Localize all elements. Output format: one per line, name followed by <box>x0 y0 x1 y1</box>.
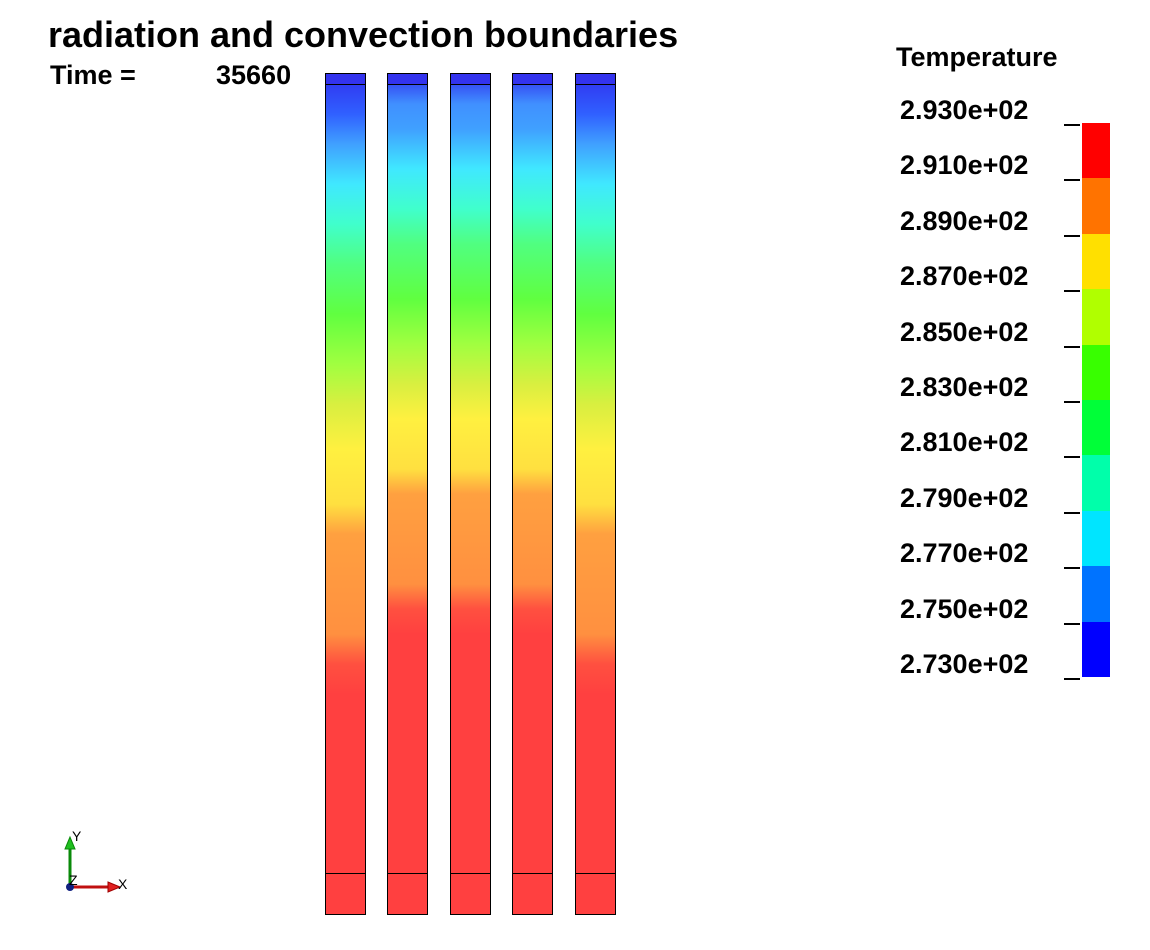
time-label: Time = <box>50 60 136 90</box>
legend-swatch <box>1082 233 1110 290</box>
x-axis-label: X <box>118 876 128 892</box>
legend-label: 2.910e+02 <box>900 150 1029 181</box>
legend-color-bar <box>1082 123 1110 677</box>
legend-swatch <box>1082 399 1110 456</box>
legend-label: 2.850e+02 <box>900 316 1029 347</box>
column-bottom-foot <box>576 873 615 914</box>
legend-swatch <box>1082 344 1110 400</box>
legend-tick <box>1064 179 1080 182</box>
column-bottom-foot <box>326 873 365 914</box>
axis-triad-icon: Y Z X <box>64 828 128 893</box>
legend-swatch <box>1082 455 1110 511</box>
column-top-cap <box>326 74 365 85</box>
column-2 <box>387 73 428 915</box>
z-axis-origin <box>66 883 74 891</box>
legend-label: 2.730e+02 <box>900 649 1029 679</box>
column-bottom-foot <box>451 873 490 914</box>
legend-tick <box>1064 290 1080 293</box>
time-value: 35660 <box>216 60 292 90</box>
legend-label: 2.870e+02 <box>900 261 1029 292</box>
legend-swatch <box>1082 289 1110 345</box>
legend-swatch <box>1082 178 1110 234</box>
legend-swatch <box>1082 566 1110 622</box>
legend-swatch <box>1082 510 1110 567</box>
legend-tick <box>1064 401 1080 403</box>
column-top-cap <box>388 74 427 85</box>
column-1 <box>325 73 366 915</box>
legend-tick <box>1064 511 1080 514</box>
legend-tick <box>1064 622 1080 625</box>
column-bottom-foot <box>513 873 552 914</box>
legend-swatch <box>1082 123 1110 179</box>
legend-label: 2.830e+02 <box>900 372 1029 402</box>
legend-swatch <box>1082 621 1110 677</box>
column-3 <box>450 73 491 915</box>
column-4 <box>512 73 553 915</box>
column-5 <box>575 73 616 915</box>
plot-title: radiation and convection boundaries <box>48 14 679 55</box>
legend-tick <box>1064 345 1080 348</box>
legend-tick <box>1064 234 1080 237</box>
x-axis-arrowhead <box>107 881 122 893</box>
legend-label: 2.810e+02 <box>900 427 1029 458</box>
z-axis-label: Z <box>69 872 78 888</box>
legend-label: 2.790e+02 <box>900 482 1029 513</box>
legend-label: 2.770e+02 <box>900 538 1029 569</box>
column-top-cap <box>576 74 615 85</box>
legend-tick <box>1064 456 1080 459</box>
legend-tick <box>1064 678 1080 680</box>
column-bottom-foot <box>388 873 427 914</box>
column-top-cap <box>451 74 490 85</box>
y-axis-arrowhead <box>64 835 76 850</box>
legend-label: 2.890e+02 <box>900 205 1029 236</box>
column-top-cap <box>513 74 552 85</box>
legend-tick <box>1064 567 1080 570</box>
legend-label: 2.750e+02 <box>900 593 1029 624</box>
legend-tick <box>1064 124 1080 126</box>
y-axis-label: Y <box>72 828 82 844</box>
legend-title: Temperature <box>896 42 1058 72</box>
legend-label: 2.930e+02 <box>900 95 1029 125</box>
